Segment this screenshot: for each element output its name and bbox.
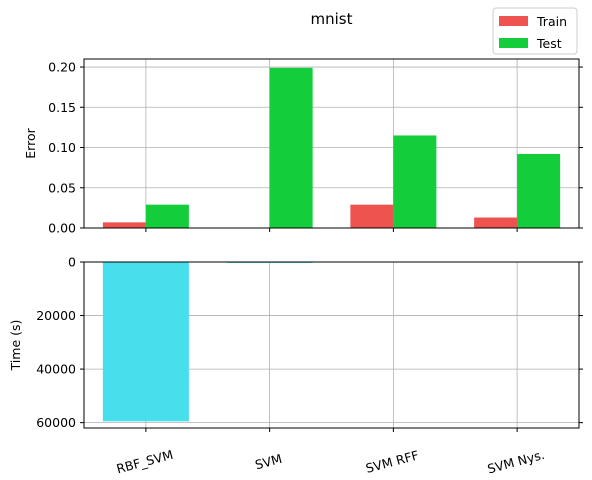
error-bar-test bbox=[269, 67, 313, 228]
time-ytick-label: 20000 bbox=[36, 308, 76, 323]
legend-swatch-train bbox=[499, 16, 528, 26]
legend: Train Test bbox=[492, 7, 578, 55]
time-ytick-label: 40000 bbox=[36, 362, 76, 377]
xtick-label: SVM Nys. bbox=[486, 447, 546, 477]
time-ylabel: Time (s) bbox=[8, 320, 23, 372]
error-ytick-label: 0.00 bbox=[48, 221, 76, 236]
error-bar-test bbox=[517, 153, 561, 228]
legend-label-train: Train bbox=[536, 14, 567, 29]
xtick-label: SVM RFF bbox=[364, 447, 420, 476]
time-panel: 0 20000 40000 60000 RBF_SVM SVM SVM RFF SVM Nys… bbox=[8, 255, 583, 477]
error-panel: 0.00 0.05 0.10 0.15 0.20 Error mnist Train Test bbox=[23, 7, 583, 236]
legend-swatch-test bbox=[499, 38, 528, 48]
time-bar bbox=[102, 262, 189, 422]
error-ylabel: Error bbox=[23, 127, 38, 158]
time-frame bbox=[83, 261, 580, 429]
error-bar-test bbox=[393, 135, 437, 228]
legend-label-test: Test bbox=[536, 36, 562, 51]
error-bar-test bbox=[145, 204, 189, 228]
error-bar-train bbox=[102, 222, 146, 228]
error-ytick-label: 0.20 bbox=[48, 60, 76, 75]
error-ytick-label: 0.10 bbox=[48, 140, 76, 155]
error-frame bbox=[83, 58, 580, 229]
error-ytick-label: 0.15 bbox=[48, 100, 76, 115]
xtick-label: RBF_SVM bbox=[115, 447, 175, 476]
chart-title: mnist bbox=[311, 10, 353, 28]
time-ytick-label: 0 bbox=[68, 255, 76, 270]
time-ytick-label: 60000 bbox=[36, 415, 76, 430]
error-bar-train bbox=[474, 217, 518, 228]
error-ytick-label: 0.05 bbox=[48, 180, 76, 195]
xtick-label: SVM bbox=[253, 451, 283, 473]
error-bar-train bbox=[350, 204, 394, 228]
